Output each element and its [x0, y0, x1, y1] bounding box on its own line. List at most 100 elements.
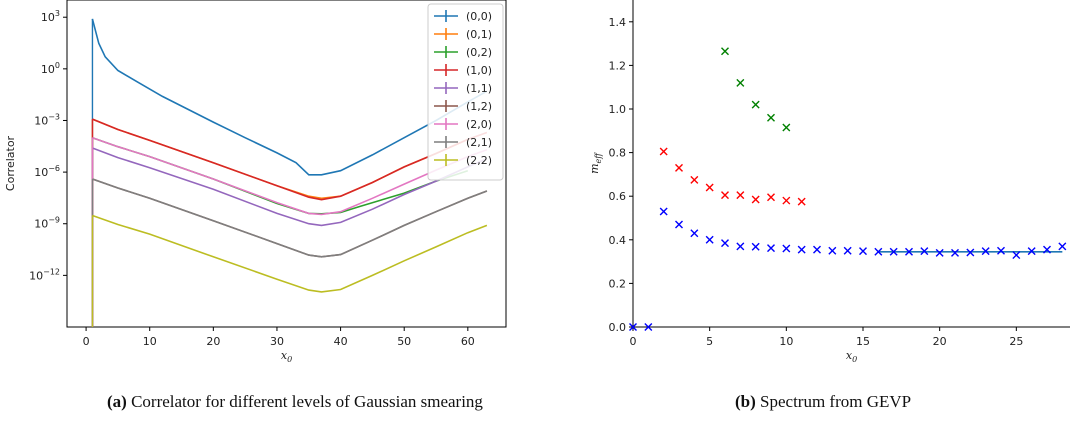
legend-label: (1,2) [466, 100, 492, 113]
marker-stroke [920, 247, 929, 256]
x-tick-label: 0 [630, 335, 637, 348]
data-point [905, 247, 913, 256]
marker-stroke [644, 323, 653, 331]
x-tick-label: 60 [461, 335, 475, 348]
marker-stroke [951, 248, 959, 257]
data-point [751, 100, 760, 109]
legend-label: (0,2) [466, 46, 492, 59]
marker-stroke [1012, 251, 1021, 260]
data-point [767, 193, 775, 202]
marker-stroke [966, 248, 975, 257]
legend-label: (0,0) [466, 10, 492, 23]
y-tick-label: 1.2 [609, 59, 627, 72]
data-point [721, 239, 729, 248]
data-point [736, 78, 745, 87]
x-tick-label: 50 [397, 335, 411, 348]
marker-stroke [705, 183, 714, 192]
marker-stroke [935, 248, 944, 257]
marker-stroke [767, 244, 775, 253]
data-point [690, 229, 699, 238]
marker-stroke [1043, 245, 1051, 254]
caption-b: (b) Spectrum from GEVP [735, 392, 911, 412]
marker-stroke [859, 247, 867, 256]
legend-label: (1,1) [466, 82, 492, 95]
marker-stroke [889, 247, 898, 256]
y-tick-label: 0.6 [609, 190, 627, 203]
marker-stroke [843, 246, 852, 255]
marker-stroke [981, 247, 990, 256]
marker-stroke [997, 246, 1005, 255]
caption-a-label: (a) [107, 392, 127, 411]
data-point [920, 247, 929, 256]
series-line [92, 147, 488, 227]
data-point [690, 175, 699, 184]
marker-stroke [751, 195, 760, 204]
data-point [997, 246, 1005, 255]
data-point [659, 147, 668, 156]
data-point [889, 247, 898, 256]
spectrum-chart: 0 5 10 15 20 25 0.0 0.2 0.4 0.6 0.8 1.0 1.2 1.4 meff x0 [588, 0, 1070, 364]
data-point [629, 323, 637, 331]
x-tick-label: 15 [856, 335, 870, 348]
marker-stroke [659, 207, 668, 216]
data-point [659, 207, 668, 216]
data-point [705, 183, 714, 192]
marker-stroke [690, 175, 699, 184]
data-point [721, 191, 729, 200]
data-point [782, 196, 791, 205]
legend-label: (2,0) [466, 118, 492, 131]
y-tick-label: 10−3 [34, 112, 60, 127]
marker-stroke [905, 247, 913, 256]
data-point [813, 245, 821, 254]
data-point [828, 246, 837, 255]
marker-stroke [874, 247, 883, 256]
series-line [92, 214, 488, 293]
x-tick-label: 20 [206, 335, 220, 348]
marker-stroke [721, 191, 729, 200]
marker-stroke [629, 323, 637, 331]
marker-stroke [751, 242, 760, 251]
x-tick-label: 5 [706, 335, 713, 348]
data-point [797, 197, 806, 206]
legend-label: (2,1) [466, 136, 492, 149]
data-point [874, 247, 883, 256]
y-tick-label: 10−12 [29, 267, 60, 282]
data-point [797, 245, 806, 254]
marker-stroke [828, 246, 837, 255]
marker-stroke [675, 220, 683, 229]
series-line [92, 178, 488, 258]
data-point [736, 191, 745, 200]
y-tick-label: 100 [41, 61, 60, 76]
y-tick-label: 0.8 [609, 147, 627, 160]
marker-stroke [797, 197, 806, 206]
legend-label: (2,2) [466, 154, 492, 167]
x-tick-label: 0 [83, 335, 90, 348]
y-tick-label: 1.0 [609, 103, 627, 116]
x-tick-label: 25 [1009, 335, 1023, 348]
x-axis-label: x0 [846, 349, 857, 364]
legend-label: (0,1) [466, 28, 492, 41]
marker-stroke [1027, 247, 1036, 256]
data-point [751, 195, 760, 204]
data-point [859, 247, 867, 256]
y-tick-label: 0.2 [609, 277, 627, 290]
y-tick-label: 1.4 [609, 16, 627, 29]
caption-b-text: Spectrum from GEVP [760, 392, 912, 411]
data-point [1043, 245, 1051, 254]
data-point [751, 242, 760, 251]
data-point [705, 235, 714, 244]
y-tick-label: 0.0 [609, 321, 627, 334]
correlator-chart: 0 10 20 30 40 50 60 103 100 10−3 10−6 10−9 10−12 Corr… [4, 0, 507, 364]
data-point [951, 248, 959, 257]
y-tick-label: 0.4 [609, 234, 627, 247]
marker-stroke [1058, 242, 1067, 251]
caption-b-label: (b) [735, 392, 756, 411]
y-axis-label: Correlator [4, 135, 17, 191]
data-point [782, 244, 791, 253]
x-tick-label: 10 [779, 335, 793, 348]
caption-a: (a) Correlator for different levels of G… [107, 392, 483, 412]
data-point [675, 163, 683, 172]
data-point [721, 47, 729, 56]
data-point [981, 247, 990, 256]
data-point [736, 242, 745, 251]
